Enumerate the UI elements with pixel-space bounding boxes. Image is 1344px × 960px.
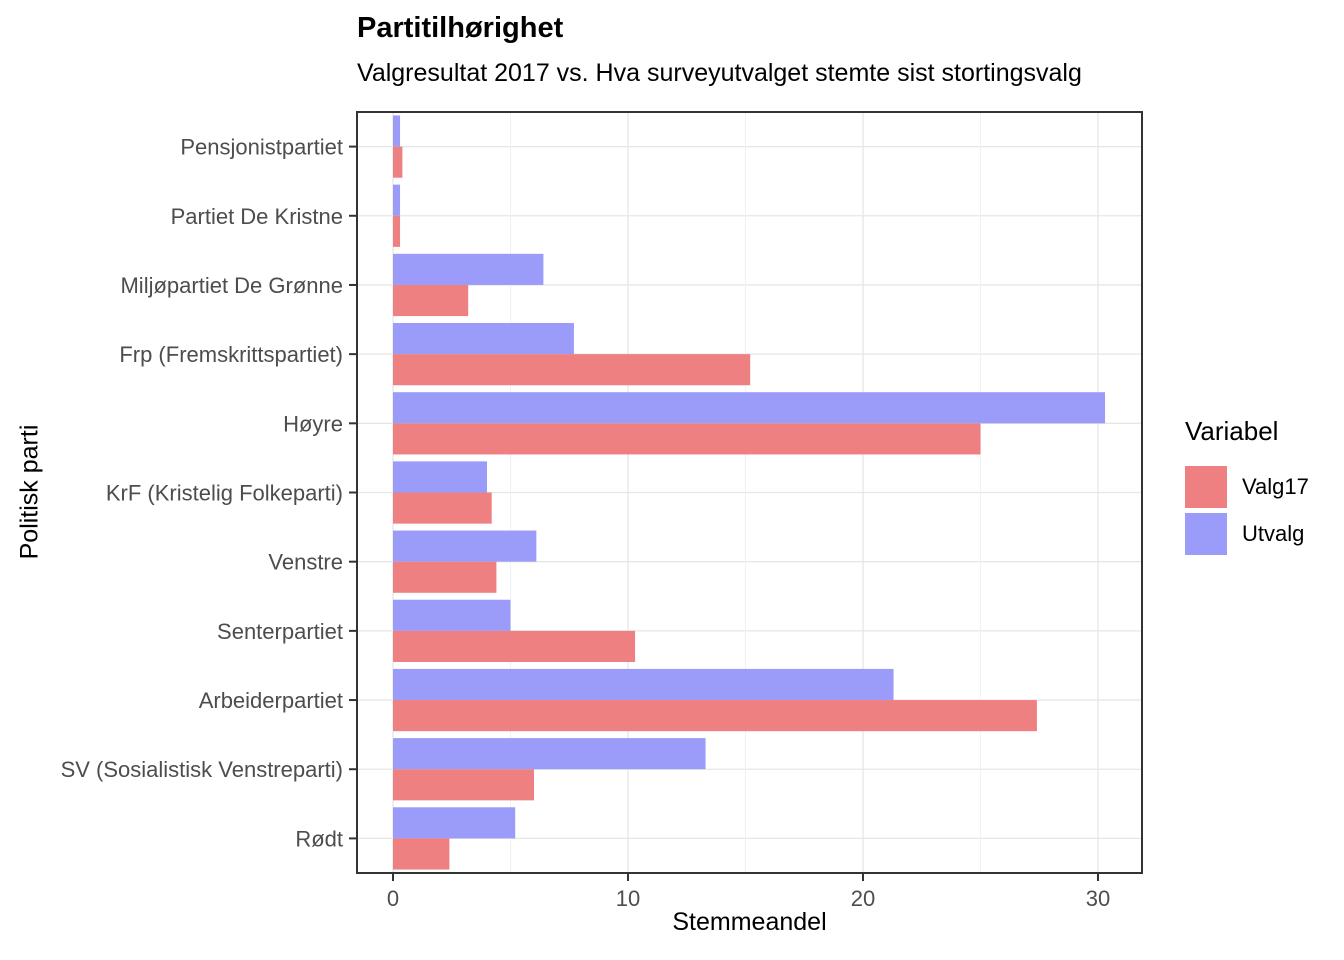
- bar-utvalg-venstre: [393, 530, 537, 562]
- bar-valg17-rødt: [393, 838, 450, 870]
- legend-entry-valg17: Valg17: [1185, 466, 1309, 508]
- y-tick-label-pensjonistpartiet: Pensjonistpartiet: [180, 135, 343, 160]
- bar-utvalg-sv-sosialistisk-venstreparti: [393, 738, 706, 770]
- bar-utvalg-senterpartiet: [393, 599, 511, 631]
- bar-valg17-venstre: [393, 561, 497, 593]
- bar-valg17-høyre: [393, 423, 981, 455]
- legend: Variabel Valg17 Utvalg: [1185, 416, 1309, 560]
- y-tick-label-venstre: Venstre: [268, 550, 343, 575]
- y-tick-label-senterpartiet: Senterpartiet: [217, 619, 343, 644]
- bar-valg17-senterpartiet: [393, 630, 636, 662]
- bar-valg17-frp-fremskrittspartiet: [393, 354, 751, 386]
- bar-utvalg-rødt: [393, 807, 516, 839]
- y-tick-label-partiet-de-kristne: Partiet De Kristne: [171, 204, 343, 229]
- legend-label-valg17: Valg17: [1242, 474, 1309, 499]
- bar-valg17-partiet-de-kristne: [393, 215, 401, 247]
- legend-entry-utvalg: Utvalg: [1185, 513, 1309, 555]
- bar-valg17-krf-kristelig-folkeparti: [393, 492, 492, 524]
- panel-border: [356, 111, 1143, 874]
- y-axis-title: Politisk parti: [15, 424, 44, 560]
- bar-valg17-pensjonistpartiet: [393, 146, 403, 178]
- bar-utvalg-høyre: [393, 392, 1106, 424]
- legend-swatch-valg17: [1185, 466, 1227, 508]
- bar-valg17-arbeiderpartiet: [393, 700, 1037, 732]
- chart-subtitle: Valgresultat 2017 vs. Hva surveyutvalget…: [357, 59, 1082, 87]
- bar-valg17-miljøpartiet-de-grønne: [393, 284, 469, 317]
- x-tick-label-0: 0: [387, 886, 399, 911]
- legend-swatch-utvalg: [1185, 513, 1227, 555]
- bar-valg17-sv-sosialistisk-venstreparti: [393, 769, 534, 801]
- bar-utvalg-miljøpartiet-de-grønne: [393, 253, 544, 285]
- y-tick-label-sv-sosialistisk-venstreparti: SV (Sosialistisk Venstreparti): [61, 757, 343, 782]
- bar-utvalg-partiet-de-kristne: [393, 184, 401, 216]
- y-tick-label-rødt: Rødt: [295, 826, 343, 851]
- legend-title: Variabel: [1185, 416, 1279, 446]
- bar-utvalg-krf-kristelig-folkeparti: [393, 461, 487, 493]
- y-tick-label-høyre: Høyre: [283, 411, 343, 436]
- bar-utvalg-frp-fremskrittspartiet: [393, 323, 574, 355]
- x-tick-label-10: 10: [616, 886, 640, 911]
- y-tick-label-krf-kristelig-folkeparti: KrF (Kristelig Folkeparti): [106, 481, 343, 506]
- legend-label-utvalg: Utvalg: [1242, 521, 1305, 546]
- y-tick-label-miljøpartiet-de-grønne: Miljøpartiet De Grønne: [120, 273, 343, 298]
- x-axis-title: Stemmeandel: [672, 908, 827, 936]
- bar-utvalg-pensjonistpartiet: [393, 115, 401, 147]
- x-tick-label-20: 20: [851, 886, 875, 911]
- x-tick-label-30: 30: [1086, 886, 1110, 911]
- chart-title: Partitilhørighet: [357, 12, 564, 44]
- y-tick-label-frp-fremskrittspartiet: Frp (Fremskrittspartiet): [119, 342, 343, 367]
- y-tick-label-arbeiderpartiet: Arbeiderpartiet: [199, 688, 343, 713]
- bar-utvalg-arbeiderpartiet: [393, 668, 894, 701]
